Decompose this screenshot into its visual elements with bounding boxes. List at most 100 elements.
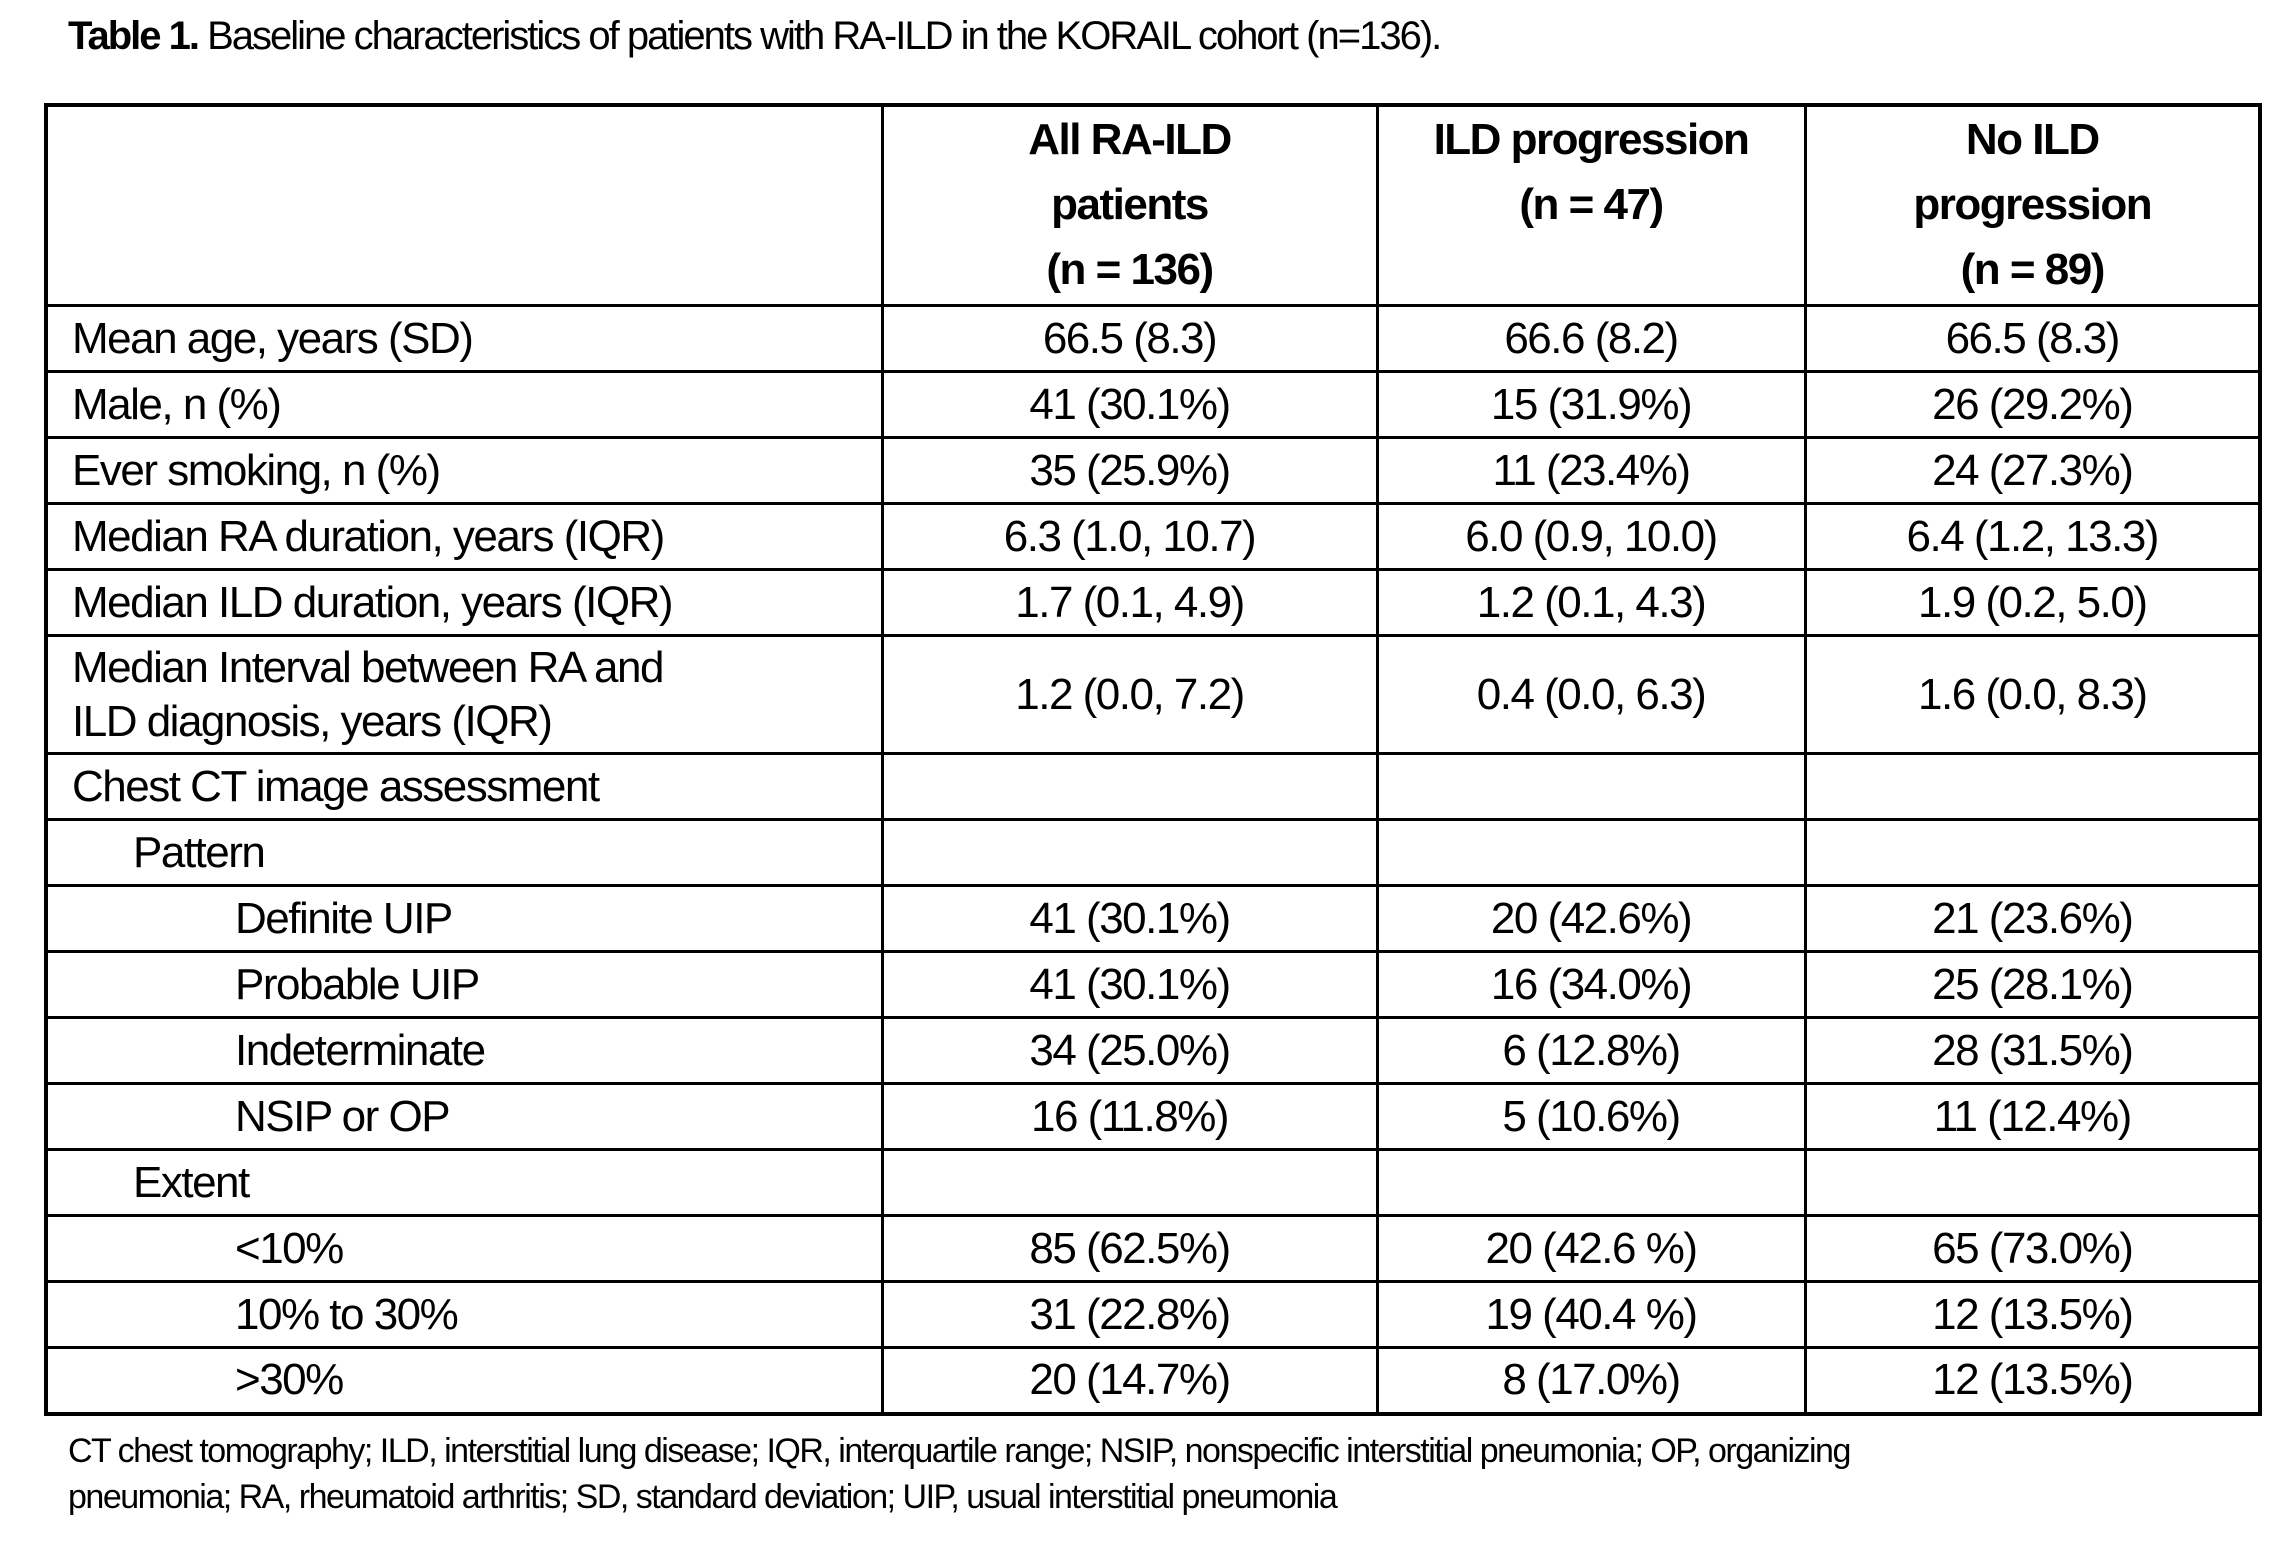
header-empty-cell	[44, 103, 884, 307]
column-header-line: patients	[1051, 180, 1209, 229]
table-row: Median RA duration, years (IQR) 6.3 (1.0,…	[44, 502, 2262, 571]
value-cell: 41 (30.1%)	[880, 950, 1379, 1019]
value-cell	[1375, 752, 1807, 821]
page: Table 1. Baseline characteristics of pat…	[0, 14, 2270, 1520]
column-header: No ILD progression (n = 89)	[1803, 103, 2262, 307]
column-header-line: (n = 136)	[1046, 245, 1214, 294]
value-cell	[1375, 1148, 1807, 1217]
column-header: ILD progression (n = 47)	[1375, 103, 1807, 307]
value-cell: 6.4 (1.2, 13.3)	[1803, 502, 2262, 571]
value-cell: 20 (14.7%)	[880, 1346, 1379, 1415]
row-label: 10% to 30%	[44, 1280, 884, 1349]
value-cell: 8 (17.0%)	[1375, 1346, 1807, 1415]
table-header: All RA-ILD patients (n = 136) ILD progressi…	[44, 103, 2262, 307]
table-row: Extent	[44, 1148, 2262, 1217]
column-header-line: progression	[1913, 180, 2152, 229]
value-cell: 16 (11.8%)	[880, 1082, 1379, 1151]
value-cell: 6.0 (0.9, 10.0)	[1375, 502, 1807, 571]
table-row: Ever smoking, n (%) 35 (25.9%) 11 (23.4%) 2…	[44, 436, 2262, 505]
row-label-text: Mean age, years (SD)	[72, 313, 474, 363]
column-header-line: ILD progression	[1433, 115, 1750, 164]
value-cell: 1.2 (0.1, 4.3)	[1375, 568, 1807, 637]
table-caption: Table 1. Baseline characteristics of pat…	[68, 14, 2270, 59]
header-row: All RA-ILD patients (n = 136) ILD progressi…	[44, 103, 2262, 307]
value-cell	[880, 752, 1379, 821]
row-label-text: Median ILD duration, years (IQR)	[72, 577, 674, 627]
value-cell: 34 (25.0%)	[880, 1016, 1379, 1085]
row-label-text: NSIP or OP	[235, 1091, 451, 1141]
value-cell: 65 (73.0%)	[1803, 1214, 2262, 1283]
value-cell	[880, 818, 1379, 887]
row-label: Extent	[44, 1148, 884, 1217]
value-cell: 66.6 (8.2)	[1375, 304, 1807, 373]
value-cell: 6 (12.8%)	[1375, 1016, 1807, 1085]
value-cell: 85 (62.5%)	[880, 1214, 1379, 1283]
row-label-text: Median RA duration, years (IQR)	[72, 511, 665, 561]
table-row: Median Interval between RA and ILD diagno…	[44, 634, 2262, 755]
table-row: Mean age, years (SD) 66.5 (8.3) 66.6 (8.2)…	[44, 304, 2262, 373]
row-label: Median RA duration, years (IQR)	[44, 502, 884, 571]
value-cell: 66.5 (8.3)	[880, 304, 1379, 373]
baseline-characteristics-table: All RA-ILD patients (n = 136) ILD progressi…	[44, 103, 2262, 1416]
table-row: Pattern	[44, 818, 2262, 887]
row-label: Mean age, years (SD)	[44, 304, 884, 373]
value-cell: 6.3 (1.0, 10.7)	[880, 502, 1379, 571]
value-cell: 21 (23.6%)	[1803, 884, 2262, 953]
row-label-text: Pattern	[133, 827, 266, 877]
row-label: Pattern	[44, 818, 884, 887]
row-label-text: Extent	[133, 1157, 250, 1207]
value-cell: 1.2 (0.0, 7.2)	[880, 634, 1379, 755]
value-cell	[1803, 1148, 2262, 1217]
table-row: Probable UIP 41 (30.1%) 16 (34.0%) 25 (28.1…	[44, 950, 2262, 1019]
value-cell: 1.9 (0.2, 5.0)	[1803, 568, 2262, 637]
row-label-text: 10% to 30%	[235, 1289, 459, 1339]
value-cell	[1375, 818, 1807, 887]
value-cell: 31 (22.8%)	[880, 1280, 1379, 1349]
value-cell: 28 (31.5%)	[1803, 1016, 2262, 1085]
row-label-text: ILD diagnosis, years (IQR)	[72, 696, 553, 746]
row-label: NSIP or OP	[44, 1082, 884, 1151]
table-row: Indeterminate 34 (25.0%) 6 (12.8%) 28 (31.5…	[44, 1016, 2262, 1085]
table-row: Median ILD duration, years (IQR) 1.7 (0.1…	[44, 568, 2262, 637]
row-label: Definite UIP	[44, 884, 884, 953]
value-cell: 24 (27.3%)	[1803, 436, 2262, 505]
column-header: All RA-ILD patients (n = 136)	[880, 103, 1379, 307]
row-label-text: Probable UIP	[235, 959, 480, 1009]
table-body: Mean age, years (SD) 66.5 (8.3) 66.6 (8.2)…	[44, 304, 2262, 1415]
value-cell: 20 (42.6 %)	[1375, 1214, 1807, 1283]
value-cell	[1803, 818, 2262, 887]
row-label-text: Male, n (%)	[72, 379, 282, 429]
value-cell: 41 (30.1%)	[880, 370, 1379, 439]
value-cell: 35 (25.9%)	[880, 436, 1379, 505]
row-label-text: Indeterminate	[235, 1025, 486, 1075]
table-row: Definite UIP 41 (30.1%) 20 (42.6%) 21 (23.6…	[44, 884, 2262, 953]
row-label: >30%	[44, 1346, 884, 1415]
value-cell: 12 (13.5%)	[1803, 1346, 2262, 1415]
row-label: Median Interval between RA and ILD diagno…	[44, 634, 884, 755]
column-header-line: (n = 47)	[1519, 180, 1664, 229]
row-label: Chest CT image assessment	[44, 752, 884, 821]
value-cell: 0.4 (0.0, 6.3)	[1375, 634, 1807, 755]
row-label-text: Definite UIP	[235, 893, 453, 943]
value-cell: 66.5 (8.3)	[1803, 304, 2262, 373]
footnote-line-2: pneumonia; RA, rheumatoid arthritis; SD,…	[68, 1477, 1338, 1516]
value-cell: 11 (23.4%)	[1375, 436, 1807, 505]
value-cell: 20 (42.6%)	[1375, 884, 1807, 953]
value-cell: 15 (31.9%)	[1375, 370, 1807, 439]
value-cell	[880, 1148, 1379, 1217]
row-label: Indeterminate	[44, 1016, 884, 1085]
value-cell: 12 (13.5%)	[1803, 1280, 2262, 1349]
table-row: <10% 85 (62.5%) 20 (42.6 %) 65 (73.0%)	[44, 1214, 2262, 1283]
value-cell: 1.6 (0.0, 8.3)	[1803, 634, 2262, 755]
value-cell: 25 (28.1%)	[1803, 950, 2262, 1019]
row-label: <10%	[44, 1214, 884, 1283]
table-row: >30% 20 (14.7%) 8 (17.0%) 12 (13.5%)	[44, 1346, 2262, 1415]
value-cell: 26 (29.2%)	[1803, 370, 2262, 439]
column-header-line: No ILD	[1965, 115, 2100, 164]
row-label-text: >30%	[235, 1355, 344, 1405]
value-cell: 16 (34.0%)	[1375, 950, 1807, 1019]
footnote-line-1: CT chest tomography; ILD, interstitial l…	[68, 1431, 1851, 1470]
table-row: NSIP or OP 16 (11.8%) 5 (10.6%) 11 (12.4%)	[44, 1082, 2262, 1151]
row-label: Male, n (%)	[44, 370, 884, 439]
row-label-text: <10%	[235, 1223, 344, 1273]
